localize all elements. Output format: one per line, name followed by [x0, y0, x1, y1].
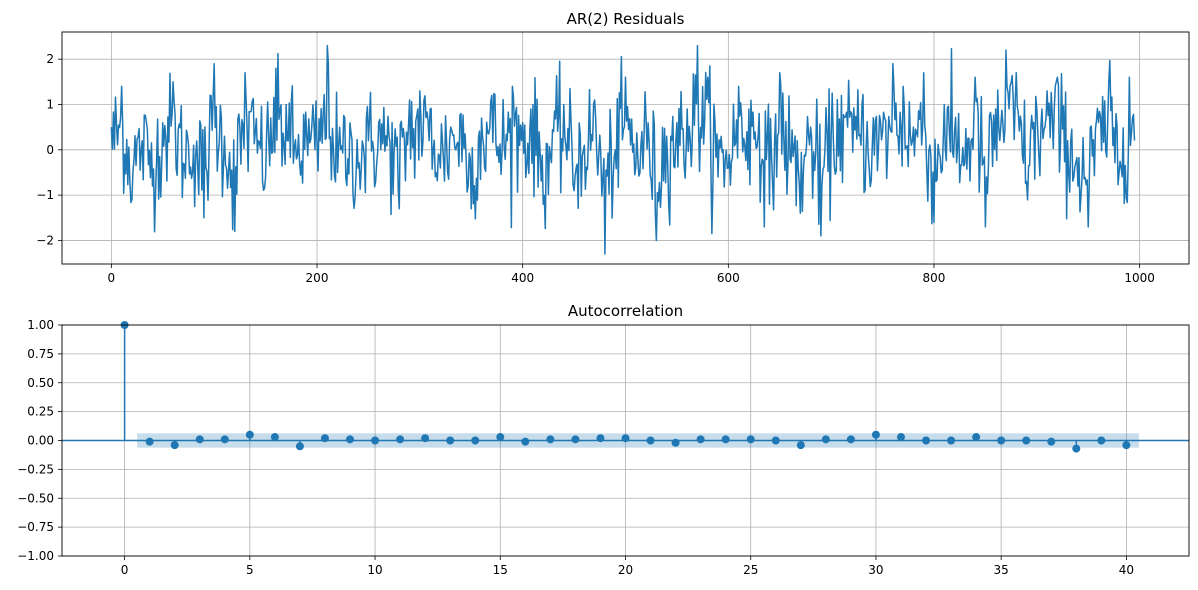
residuals-frame	[61, 31, 1190, 265]
acf-point	[320, 434, 329, 443]
acf-point	[421, 434, 430, 443]
acf-point	[1122, 441, 1131, 450]
acf-point	[671, 438, 680, 447]
residuals-title: AR(2) Residuals	[567, 10, 685, 28]
residuals-x-tick-label: 400	[511, 271, 534, 285]
acf-point	[1047, 437, 1056, 446]
residuals-x-tick-label: 0	[108, 271, 116, 285]
acf-point	[571, 435, 580, 444]
acf-point	[521, 437, 530, 446]
acf-point	[371, 436, 380, 445]
acf-point	[1022, 436, 1031, 445]
acf-point	[346, 435, 355, 444]
acf-point	[471, 436, 480, 445]
residuals-axes: 0 200 400 600 800 1000 2 1 0 −1 −2 AR(2) Residuals	[36, 10, 1190, 285]
acf-point	[446, 436, 455, 445]
acf-point	[295, 442, 304, 451]
residuals-x-tick-label: 1000	[1124, 271, 1155, 285]
acf-point	[746, 435, 755, 444]
acf-y-tick-label: 0.25	[27, 405, 54, 419]
acf-point	[696, 435, 705, 444]
residuals-plot-area	[110, 44, 1136, 255]
acf-x-tick-label: 10	[367, 563, 382, 577]
acf-y-tick-label: −0.75	[17, 520, 54, 534]
residuals-x-tick-label: 200	[306, 271, 329, 285]
acf-point	[245, 430, 254, 439]
acf-x-tick-label: 15	[493, 563, 508, 577]
acf-point	[846, 435, 855, 444]
acf-point	[396, 435, 405, 444]
acf-point	[145, 437, 154, 446]
acf-y-tick-label: −1.00	[17, 549, 54, 563]
residuals-y-tick-label: 1	[46, 98, 54, 112]
residuals-ticks: 0 200 400 600 800 1000 2 1 0 −1 −2	[36, 52, 1155, 285]
acf-x-tick-label: 0	[121, 563, 129, 577]
acf-point	[1072, 444, 1081, 453]
acf-x-tick-label: 40	[1119, 563, 1134, 577]
acf-y-tick-label: 0.75	[27, 347, 54, 361]
acf-point	[270, 433, 279, 442]
residuals-y-tick-label: −1	[36, 188, 54, 202]
acf-x-tick-label: 20	[618, 563, 633, 577]
acf-y-tick-label: 0.00	[27, 434, 54, 448]
acf-point	[621, 434, 630, 443]
residuals-y-tick-label: −2	[36, 233, 54, 247]
acf-point	[1097, 436, 1106, 445]
acf-point	[896, 433, 905, 442]
acf-axes: 0 5 10 15 20 25 30 35 40 1.00 0.75 0.50 0.25 0.00 −0.2…	[17, 302, 1190, 577]
acf-title: Autocorrelation	[568, 302, 683, 320]
residuals-x-tick-label: 600	[717, 271, 740, 285]
acf-y-tick-label: 1.00	[27, 318, 54, 332]
acf-point	[821, 435, 830, 444]
acf-point	[496, 433, 505, 442]
acf-point	[922, 436, 931, 445]
acf-point	[721, 435, 730, 444]
acf-point	[997, 436, 1006, 445]
residuals-y-tick-label: 0	[46, 143, 54, 157]
acf-y-tick-label: −0.50	[17, 491, 54, 505]
acf-plot-area	[62, 321, 1189, 453]
acf-x-tick-label: 5	[246, 563, 254, 577]
residuals-series-line	[110, 44, 1136, 255]
acf-point	[195, 435, 204, 444]
acf-x-tick-label: 25	[743, 563, 758, 577]
acf-point	[220, 435, 229, 444]
residuals-grid	[62, 32, 1189, 264]
residuals-x-tick-label: 800	[923, 271, 946, 285]
acf-point	[596, 434, 605, 443]
acf-point	[972, 433, 981, 442]
acf-point	[546, 435, 555, 444]
acf-point	[771, 436, 780, 445]
acf-point	[796, 441, 805, 450]
acf-y-tick-label: −0.25	[17, 462, 54, 476]
acf-point	[871, 430, 880, 439]
acf-point	[646, 436, 655, 445]
residuals-y-tick-label: 2	[46, 52, 54, 66]
acf-point	[947, 436, 956, 445]
acf-point	[170, 441, 179, 450]
acf-x-tick-label: 35	[994, 563, 1009, 577]
acf-x-tick-label: 30	[868, 563, 883, 577]
acf-ticks: 0 5 10 15 20 25 30 35 40 1.00 0.75 0.50 0.25 0.00 −0.2…	[17, 318, 1134, 577]
acf-y-tick-label: 0.50	[27, 376, 54, 390]
